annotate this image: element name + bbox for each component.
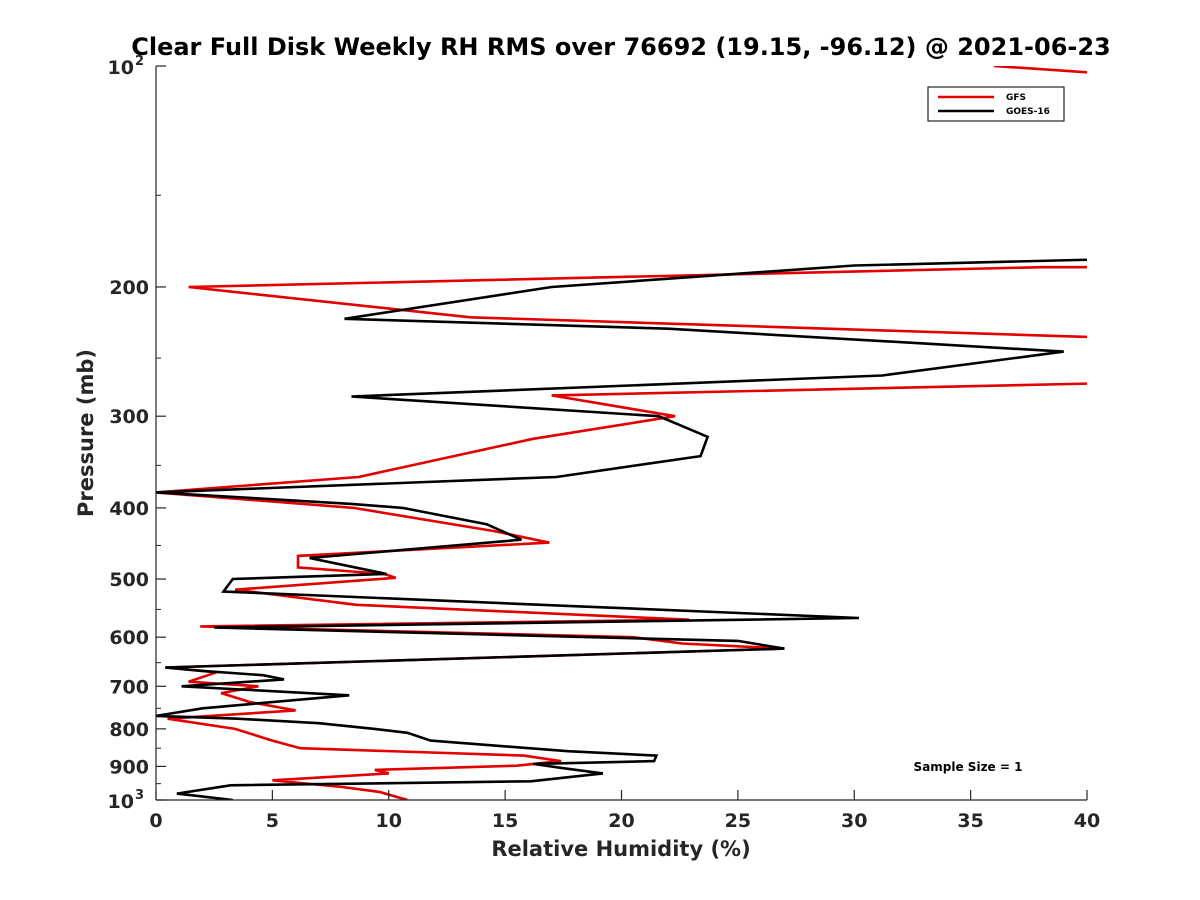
y-tick-label-base: 10	[108, 791, 134, 813]
y-tick-label-exponent: 2	[135, 54, 144, 69]
x-tick-label: 5	[266, 810, 279, 832]
y-tick-label: 700	[109, 676, 149, 698]
y-tick-label: 900	[109, 756, 149, 778]
y-tick-label-exponent: 3	[135, 788, 144, 803]
y-axis-label: Pressure (mb)	[74, 349, 98, 517]
series-layer	[156, 66, 1087, 800]
x-tick-label: 40	[1074, 810, 1100, 832]
y-tick-label: 200	[109, 277, 149, 299]
legend-label-goes16: GOES-16	[1006, 107, 1050, 117]
y-tick-label: 300	[109, 406, 149, 428]
x-tick-label: 30	[841, 810, 867, 832]
y-tick-label: 500	[109, 569, 149, 591]
y-tick-label: 400	[109, 498, 149, 520]
series-line-goes16	[156, 258, 1087, 800]
sample-size-annotation: Sample Size = 1	[914, 760, 1023, 774]
plot-area	[156, 66, 1087, 800]
legend: GFS GOES-16	[927, 86, 1065, 122]
x-tick-label: 20	[608, 810, 634, 832]
chart-title: Clear Full Disk Weekly RH RMS over 76692…	[131, 33, 1111, 61]
x-tick-label: 25	[725, 810, 751, 832]
x-axis-label: Relative Humidity (%)	[491, 837, 750, 861]
legend-box	[927, 86, 1065, 122]
legend-label-gfs: GFS	[1006, 93, 1026, 103]
x-tick-label: 35	[957, 810, 983, 832]
x-tick-label: 10	[376, 810, 402, 832]
y-tick-label: 600	[109, 627, 149, 649]
x-tick-label: 15	[492, 810, 518, 832]
x-tick-label: 0	[149, 810, 162, 832]
y-tick-label-base: 10	[108, 57, 134, 79]
y-tick-label: 800	[109, 719, 149, 741]
